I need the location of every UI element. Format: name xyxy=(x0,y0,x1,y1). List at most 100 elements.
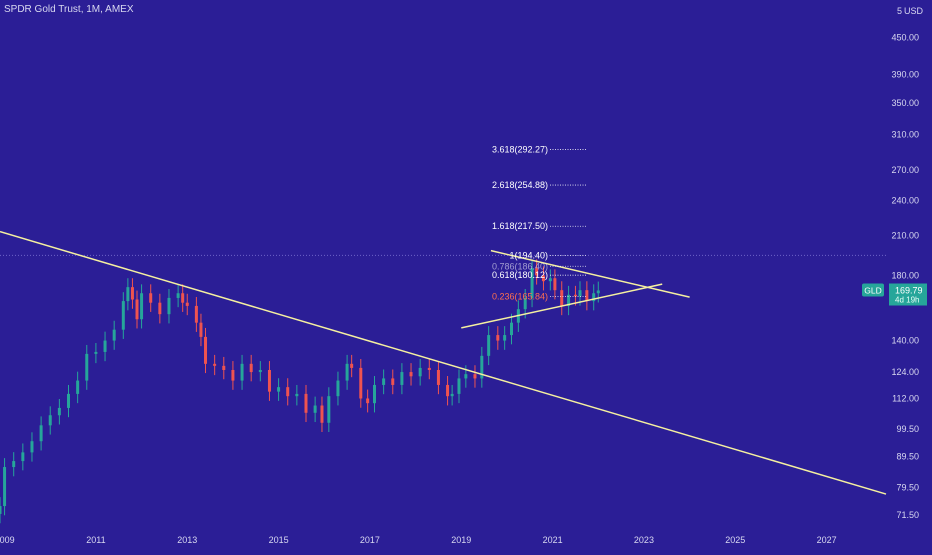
candle-body xyxy=(181,293,185,303)
x-tick-label: 2027 xyxy=(817,535,837,545)
candle-body xyxy=(267,369,271,392)
candle-body xyxy=(487,335,491,356)
fib-layer: 3.618(292.27) 2.618(254.88) 1.618(217.50) 1… xyxy=(492,145,586,302)
candle-body xyxy=(3,467,7,507)
candle-body xyxy=(286,387,290,397)
fib-label: 1.618(217.50) xyxy=(492,221,548,231)
candle-body xyxy=(67,393,71,408)
candle-body xyxy=(231,369,235,381)
y-tick-label: 124.00 xyxy=(891,367,919,377)
candle-body xyxy=(418,367,422,377)
y-tick-label: 390.00 xyxy=(891,70,919,80)
candle-body xyxy=(553,278,557,291)
candle-body xyxy=(436,369,440,385)
candle-body xyxy=(126,287,130,302)
candle-body xyxy=(76,380,80,394)
fib-label: 0.618(180.12) xyxy=(492,270,548,280)
candle-body xyxy=(592,293,596,302)
candle-body xyxy=(199,322,203,337)
last-price-value: 169.79 xyxy=(895,286,923,296)
fib-label: 2.618(254.88) xyxy=(492,180,548,190)
candle-body xyxy=(366,398,370,404)
x-axis[interactable]: 2009 2011 2013 2015 2017 2019 2021 2023 2025 2027 xyxy=(0,535,837,545)
candles-layer xyxy=(0,259,600,524)
candle-body xyxy=(464,374,468,379)
y-tick-label: 240.00 xyxy=(891,196,919,206)
y-axis[interactable]: 450.00 390.00 350.00 310.00 270.00 240.00 210.… xyxy=(891,6,923,520)
candle-body xyxy=(304,393,308,413)
candle-body xyxy=(457,378,461,394)
candle-body xyxy=(320,405,324,423)
candle-body xyxy=(510,322,514,336)
x-tick-label: 2009 xyxy=(0,535,15,545)
candle-body xyxy=(548,278,552,282)
candle-body xyxy=(541,275,545,282)
candle-body xyxy=(446,384,450,397)
y-tick-label: 112.00 xyxy=(892,393,919,403)
candle-body xyxy=(240,363,244,381)
candle-body xyxy=(176,293,180,298)
candle-body xyxy=(372,384,376,404)
candle-body xyxy=(0,506,2,514)
fib-label: 1(194.40) xyxy=(509,250,548,260)
y-tick-label: 79.50 xyxy=(896,482,919,492)
candle-body xyxy=(204,336,208,364)
candle-body xyxy=(560,290,564,306)
x-tick-label: 2017 xyxy=(360,535,380,545)
candle-body xyxy=(48,415,52,426)
last-price-box xyxy=(889,283,927,306)
candle-body xyxy=(578,290,582,297)
candle-body xyxy=(530,268,534,298)
candle-body xyxy=(135,299,139,320)
candle-body xyxy=(258,369,262,373)
candle-body xyxy=(295,393,299,397)
candle-body xyxy=(213,363,217,366)
candle-body xyxy=(85,353,89,381)
candle-body xyxy=(30,441,34,453)
candle-body xyxy=(39,425,43,442)
y-tick-label: 450.00 xyxy=(891,33,919,43)
chart-title: SPDR Gold Trust, 1M, AMEX xyxy=(4,4,134,15)
candle-body xyxy=(327,396,331,423)
candle-body xyxy=(158,302,162,315)
candle-body xyxy=(585,290,589,302)
y-tick-label: 350.00 xyxy=(891,98,919,108)
x-tick-label: 2021 xyxy=(543,535,563,545)
candle-body xyxy=(535,268,539,276)
candle-body xyxy=(167,297,171,315)
y-tick-label: 180.00 xyxy=(891,270,919,280)
fib-label: 0.236(165.84) xyxy=(492,292,548,302)
candle-body xyxy=(121,301,125,330)
candle-body xyxy=(400,372,404,385)
candle-body xyxy=(222,365,226,370)
y-tick-label: 210.00 xyxy=(891,230,919,240)
candle-body xyxy=(313,405,317,413)
y-tick-label: 89.50 xyxy=(896,452,919,462)
x-tick-label: 2025 xyxy=(725,535,745,545)
trendline-2 xyxy=(461,283,663,329)
trendline-0 xyxy=(0,230,887,495)
symbol-badge xyxy=(862,283,884,297)
y-tick-label-partial: 5 xyxy=(897,6,902,16)
candle-body xyxy=(149,293,153,303)
candle-body xyxy=(345,363,349,381)
candle-body xyxy=(409,372,413,377)
trendlines-layer xyxy=(0,230,887,495)
candle-body xyxy=(249,363,253,373)
fib-label: 3.618(292.27) xyxy=(492,145,548,155)
x-tick-label: 2013 xyxy=(177,535,197,545)
candle-body xyxy=(185,302,189,306)
y-unit-label: USD xyxy=(904,6,924,16)
candle-body xyxy=(103,340,107,352)
candle-body xyxy=(94,351,98,354)
candle-body xyxy=(503,335,507,341)
candle-body xyxy=(573,294,577,297)
x-tick-label: 2023 xyxy=(634,535,654,545)
last-price-countdown: 4d 19h xyxy=(895,296,919,305)
candle-body xyxy=(277,387,281,392)
y-tick-label: 71.50 xyxy=(896,510,919,520)
fib-label: 0.786(186.40) xyxy=(492,261,548,271)
